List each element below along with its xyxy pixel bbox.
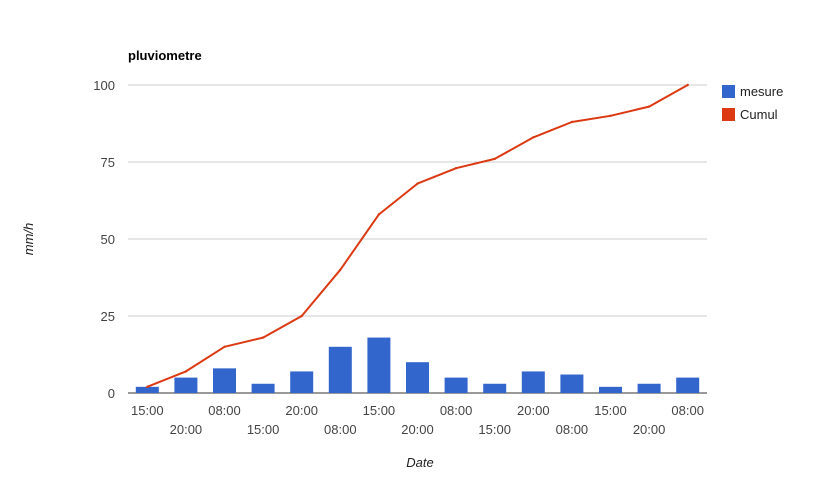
bar[interactable] bbox=[637, 383, 661, 393]
x-tick-label: 20:00 bbox=[517, 403, 550, 418]
bar[interactable] bbox=[676, 377, 700, 393]
x-tick-label: 08:00 bbox=[208, 403, 241, 418]
x-tick-label: 15:00 bbox=[131, 403, 164, 418]
line-point[interactable] bbox=[493, 157, 496, 161]
cumul-line[interactable] bbox=[146, 84, 689, 388]
x-tick-label: 08:00 bbox=[440, 403, 473, 418]
x-tick-label: 08:00 bbox=[324, 422, 357, 437]
bar[interactable] bbox=[290, 371, 314, 393]
bar[interactable] bbox=[521, 371, 545, 393]
x-tick-label: 08:00 bbox=[671, 403, 704, 418]
y-axis-ticks: 0 25 50 75 100 bbox=[93, 78, 115, 401]
legend-label: mesure bbox=[740, 84, 783, 99]
bar[interactable] bbox=[328, 346, 352, 393]
chart-title: pluviometre bbox=[128, 48, 202, 63]
x-tick-label: 15:00 bbox=[478, 422, 511, 437]
x-tick-label: 15:00 bbox=[594, 403, 627, 418]
bar[interactable] bbox=[135, 386, 159, 393]
x-tick-label: 15:00 bbox=[363, 403, 396, 418]
bar[interactable] bbox=[367, 337, 391, 393]
y-tick-label: 75 bbox=[101, 155, 115, 170]
legend[interactable]: mesure Cumul bbox=[722, 84, 783, 122]
y-tick-label: 100 bbox=[93, 78, 115, 93]
x-tick-label: 20:00 bbox=[401, 422, 434, 437]
legend-item[interactable]: mesure bbox=[722, 84, 783, 99]
line-point[interactable] bbox=[454, 166, 458, 170]
gridlines bbox=[128, 84, 707, 394]
line-point[interactable] bbox=[686, 83, 689, 87]
line-point[interactable] bbox=[146, 385, 149, 389]
bar-series bbox=[135, 337, 700, 393]
bar[interactable] bbox=[406, 362, 429, 393]
x-tick-label: 20:00 bbox=[170, 422, 203, 437]
x-tick-label: 20:00 bbox=[633, 422, 666, 437]
legend-swatch bbox=[722, 108, 735, 121]
bar[interactable] bbox=[174, 377, 198, 393]
line-point[interactable] bbox=[184, 370, 188, 373]
x-tick-label: 15:00 bbox=[247, 422, 280, 437]
legend-swatch bbox=[722, 85, 735, 98]
x-tick-label: 20:00 bbox=[285, 403, 318, 418]
bar[interactable] bbox=[444, 377, 468, 393]
y-tick-label: 50 bbox=[101, 232, 115, 247]
bar[interactable] bbox=[213, 368, 236, 393]
x-axis-title: Date bbox=[406, 455, 433, 470]
y-tick-label: 25 bbox=[101, 309, 115, 324]
line-point[interactable] bbox=[570, 120, 574, 124]
bar[interactable] bbox=[483, 383, 507, 393]
line-point[interactable] bbox=[223, 345, 226, 348]
bar[interactable] bbox=[599, 386, 622, 393]
legend-item[interactable]: Cumul bbox=[722, 107, 778, 122]
line-series bbox=[146, 83, 689, 389]
bar[interactable] bbox=[251, 383, 275, 393]
y-tick-label: 0 bbox=[108, 386, 115, 401]
legend-label: Cumul bbox=[740, 107, 778, 122]
bar[interactable] bbox=[560, 374, 584, 393]
line-point[interactable] bbox=[532, 136, 535, 139]
x-axis-ticks: 15:00 20:00 08:00 15:00 20:00 08:00 15:00 20:00… bbox=[131, 403, 704, 437]
line-point[interactable] bbox=[377, 213, 381, 216]
line-point[interactable] bbox=[416, 182, 419, 185]
line-point[interactable] bbox=[647, 105, 651, 108]
x-tick-label: 08:00 bbox=[556, 422, 589, 437]
line-point[interactable] bbox=[300, 314, 303, 318]
y-axis-title: mm/h bbox=[21, 223, 36, 256]
line-point[interactable] bbox=[261, 336, 265, 339]
line-point[interactable] bbox=[339, 268, 342, 271]
line-point[interactable] bbox=[609, 114, 612, 118]
